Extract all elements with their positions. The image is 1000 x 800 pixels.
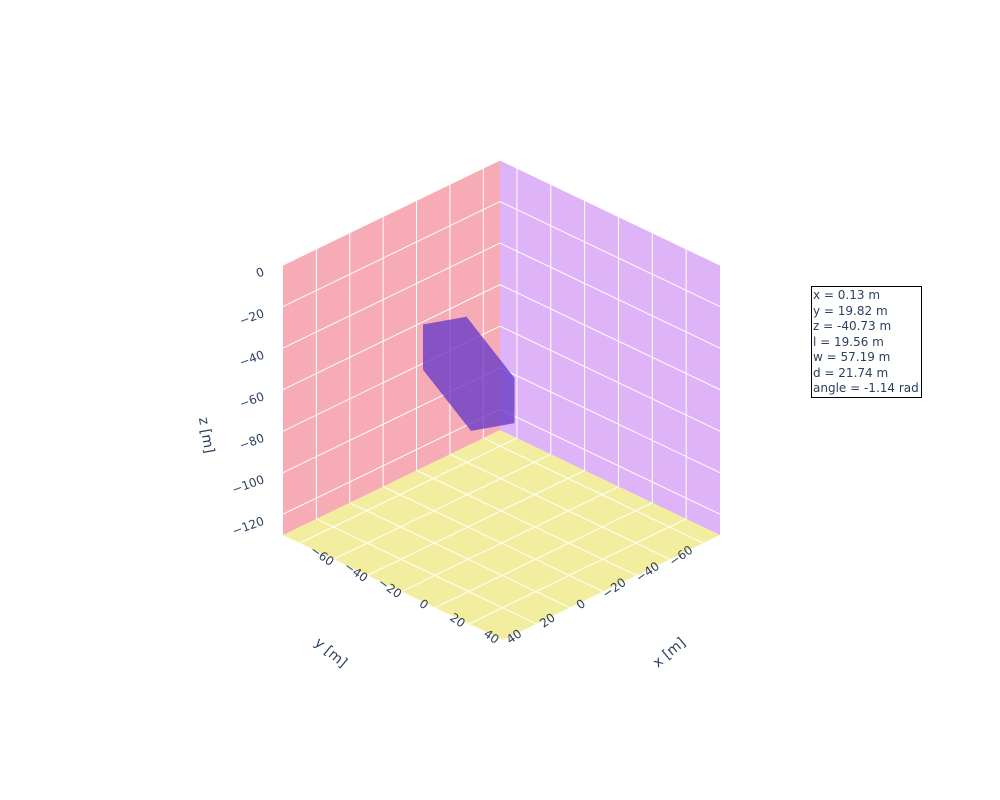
box-mesh: [423, 316, 515, 431]
annotation-l: l = 19.56 m: [813, 334, 884, 349]
z-tick-label: −40: [237, 348, 266, 370]
floor-grid-x: [435, 502, 653, 609]
z-tick-label: 0: [254, 265, 266, 281]
ywall-grid-z: [499, 367, 721, 474]
xwall-grid-z: [282, 284, 501, 391]
scene-grid: [282, 159, 721, 625]
annotation-d: d = 21.74 m: [813, 365, 889, 380]
ywall-grid-z: [499, 325, 721, 432]
annotation-angle: angle = -1.14 rad: [813, 381, 919, 395]
xwall-grid-z: [282, 201, 501, 307]
floor-grid-x: [401, 486, 619, 592]
annotation-x: x = 0.13 m: [813, 288, 881, 302]
box-parameters-annotation: x = 0.13 m y = 19.82 m z = -40.73 m l = …: [811, 286, 922, 398]
floor-grid-x: [468, 518, 687, 625]
annotation-z: z = -40.73 m: [813, 319, 892, 333]
floor-grid-x: [299, 437, 518, 544]
floor-grid-x: [367, 469, 585, 576]
y-wall-plane: [500, 160, 720, 535]
z-axis-title: z [m]: [195, 416, 217, 455]
ywall-grid-z: [499, 242, 721, 349]
z-tick-label: −60: [237, 389, 266, 411]
z-tick-label: −80: [237, 431, 266, 453]
annotation-y: y = 19.82 m: [813, 303, 888, 318]
ywall-grid-z: [499, 159, 721, 266]
annotation-w: w = 57.19 m: [813, 350, 891, 364]
floor-plane: [283, 430, 720, 640]
floor-grid-y: [382, 486, 604, 592]
x-wall-plane: [283, 160, 500, 535]
y-axis-title: y [m]: [311, 635, 350, 671]
box-face-5: [423, 324, 471, 431]
floor-grid-y: [416, 469, 637, 576]
z-tick-label: −120: [230, 514, 266, 538]
floor-grid-y: [349, 502, 570, 609]
ywall-grid-z: [499, 284, 721, 391]
xwall-grid-z: [282, 408, 501, 515]
floor-grid-y: [316, 518, 537, 625]
floor-grid-y: [449, 453, 671, 560]
z-tick-label: −100: [230, 472, 266, 496]
ywall-grid-z: [499, 201, 721, 307]
xwall-grid-z: [282, 159, 501, 266]
floor-grid-x: [333, 453, 551, 560]
xwall-grid-z: [282, 242, 501, 349]
x-axis-title: x [m]: [650, 635, 689, 671]
box-face-4: [471, 378, 515, 431]
floor-grid-y: [483, 437, 704, 544]
scene-walls: [283, 160, 720, 640]
ywall-grid-z: [499, 408, 721, 515]
z-tick-label: −20: [237, 306, 266, 328]
